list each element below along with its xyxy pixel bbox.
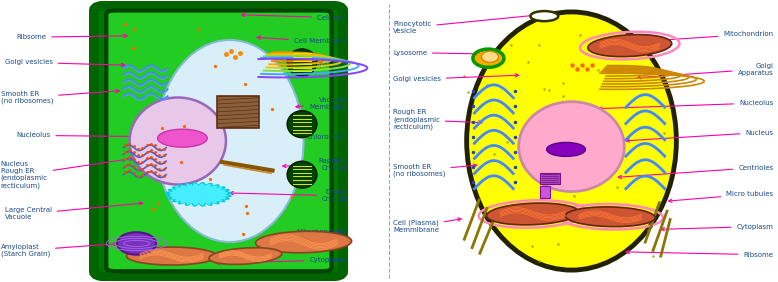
Ellipse shape [255, 231, 352, 253]
Text: Cytoplasm: Cytoplasm [216, 257, 346, 265]
Text: Ribsome: Ribsome [16, 34, 127, 40]
Ellipse shape [287, 49, 317, 76]
Text: Golgi vesicles: Golgi vesicles [393, 74, 519, 82]
Ellipse shape [519, 102, 624, 191]
Ellipse shape [156, 40, 303, 242]
Polygon shape [166, 183, 231, 206]
Ellipse shape [287, 161, 317, 188]
Ellipse shape [209, 248, 282, 265]
Ellipse shape [117, 232, 156, 255]
Text: Cell Membrane: Cell Membrane [257, 36, 346, 44]
Text: Nucleolus: Nucleolus [16, 132, 159, 138]
Ellipse shape [130, 98, 226, 184]
Text: Golgi Apparatus: Golgi Apparatus [290, 59, 346, 68]
Text: Nucleus: Nucleus [626, 130, 773, 142]
Text: Nucleolus: Nucleolus [599, 100, 773, 110]
Text: Centrioles: Centrioles [619, 165, 773, 179]
Text: Raphide
Crystal: Raphide Crystal [282, 158, 346, 171]
Text: Mitochondrion: Mitochondrion [647, 31, 773, 43]
Text: Micro tubules: Micro tubules [669, 191, 773, 202]
Circle shape [531, 11, 559, 21]
Bar [216, 96, 259, 128]
Text: Golgi
Apparatus: Golgi Apparatus [638, 63, 773, 79]
Text: Mitochondrion: Mitochondrion [286, 229, 346, 241]
FancyBboxPatch shape [107, 10, 331, 271]
Text: Golgi vesicles: Golgi vesicles [5, 60, 124, 67]
Text: Large Central
Vacuole: Large Central Vacuole [5, 202, 142, 221]
Ellipse shape [588, 34, 671, 57]
Text: Nucleus
Rough ER
(endoplasmic
recticulum): Nucleus Rough ER (endoplasmic recticulum… [1, 157, 132, 189]
Ellipse shape [473, 49, 504, 67]
Text: Vacuole
Membrane: Vacuole Membrane [296, 97, 346, 110]
Ellipse shape [287, 111, 317, 138]
Text: Cytoplasm: Cytoplasm [661, 224, 773, 231]
Text: Chloroplast: Chloroplast [307, 126, 346, 140]
Text: Amyloplast
(Starch Grain): Amyloplast (Starch Grain) [1, 242, 117, 257]
Circle shape [158, 129, 207, 147]
Text: Smooth ER
(no ribosomes): Smooth ER (no ribosomes) [393, 164, 477, 177]
Ellipse shape [482, 51, 499, 62]
Ellipse shape [127, 247, 216, 265]
Text: Rough ER
(endoplasmic
recticulum): Rough ER (endoplasmic recticulum) [393, 109, 482, 131]
Text: Cell (Plasma)
Memmlbrane: Cell (Plasma) Memmlbrane [393, 218, 461, 233]
Text: Smooth ER
(no ribosomes): Smooth ER (no ribosomes) [1, 89, 119, 104]
Text: Lysosome: Lysosome [393, 50, 482, 56]
FancyBboxPatch shape [94, 5, 343, 277]
Text: Pinocytotic
Vesicle: Pinocytotic Vesicle [393, 14, 537, 34]
Circle shape [547, 142, 586, 157]
Ellipse shape [566, 207, 655, 227]
Text: Ribsome: Ribsome [626, 250, 773, 258]
Bar [541, 186, 550, 198]
Text: Druse
Crystal: Druse Crystal [230, 189, 346, 202]
Ellipse shape [467, 12, 676, 270]
Polygon shape [170, 184, 227, 205]
Ellipse shape [486, 203, 579, 225]
Bar [541, 173, 560, 184]
Text: Cell wall: Cell wall [242, 13, 346, 21]
